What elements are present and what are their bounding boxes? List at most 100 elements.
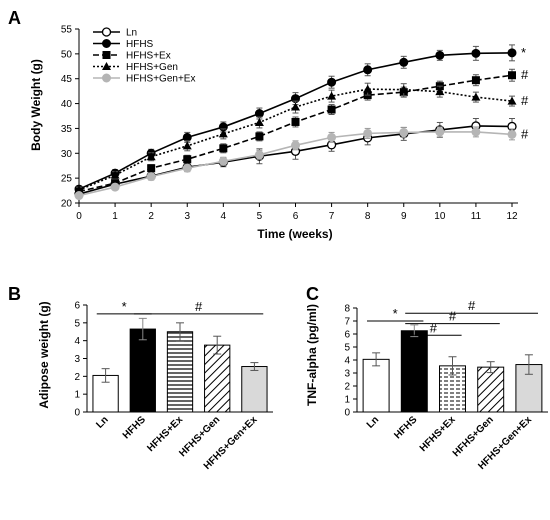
panel-a-y-tick-label: 20 — [61, 199, 73, 210]
panel-b-category-label: Ln — [94, 414, 110, 430]
panel-b-category-label: HFHS — [121, 414, 148, 441]
panel-a-data-point — [183, 155, 192, 164]
panel-c-category-label: HFHS — [392, 414, 419, 441]
panel-c-y-tick-label: 6 — [344, 330, 350, 341]
panel-a-x-tick-label: 3 — [184, 211, 190, 222]
panel-a-data-point — [255, 132, 264, 141]
panel-a-data-point — [218, 129, 228, 138]
panel-c-y-tick-label: 8 — [344, 304, 350, 315]
panel-a-annotation-3: # — [521, 126, 529, 141]
panel-a-x-tick-label: 12 — [506, 211, 518, 222]
panel-label-c: C — [306, 284, 319, 304]
panel-a-data-point — [146, 172, 156, 182]
legend-label: HFHS+Gen+Ex — [126, 74, 195, 85]
panel-c-category-label: HFHS+Ex — [418, 414, 458, 454]
panel-a-data-point — [110, 182, 120, 192]
panel-c-significance-label: # — [449, 309, 457, 324]
panel-a-x-tick-label: 5 — [257, 211, 263, 222]
panel-a-y-tick-label: 35 — [61, 124, 73, 135]
panel-a-data-point — [507, 48, 517, 58]
panel-a-data-point — [399, 127, 409, 137]
panel-a-data-point — [254, 109, 264, 119]
panel-a-data-point — [74, 191, 84, 201]
legend-marker — [102, 62, 111, 70]
panel-a-x-tick-label: 10 — [434, 211, 446, 222]
panel-a-data-point — [182, 132, 192, 142]
panel-c-y-tick-label: 0 — [344, 408, 350, 419]
panel-b-significance-label: # — [195, 299, 203, 314]
panel-c-y-tick-label: 7 — [344, 317, 350, 328]
panel-a-data-point — [110, 170, 120, 179]
panel-c-y-tick-label: 4 — [344, 356, 350, 367]
panel-label-a: A — [8, 8, 21, 28]
panel-a-series-4 — [74, 126, 517, 201]
panel-a-data-point — [327, 132, 337, 142]
panel-a: A Body Weight (g) Time (weeks) 202530354… — [8, 8, 529, 241]
panel-b-y-tick-label: 1 — [74, 390, 80, 401]
legend-marker — [102, 51, 111, 59]
panel-a-annotation-0: * — [521, 45, 526, 60]
panel-a-data-point — [219, 144, 228, 153]
legend-label: HFHS — [126, 39, 154, 50]
panel-a-data-point — [471, 48, 481, 58]
panel-c-ylabel: TNF-alpha (pg/ml) — [305, 304, 319, 406]
panel-a-data-point — [363, 84, 373, 93]
panel-a-data-point — [363, 128, 373, 138]
legend-marker — [102, 73, 111, 83]
panel-a-data-point — [327, 105, 336, 114]
panel-a-x-tick-label: 7 — [329, 211, 335, 222]
panel-c-bar — [362, 358, 390, 413]
panel-a-data-point — [327, 77, 337, 87]
panel-a-ylabel: Body Weight (g) — [29, 59, 43, 151]
panel-c-significance-label: * — [393, 306, 398, 321]
panel-a-data-point — [254, 150, 264, 160]
panel-a-x-tick-label: 8 — [365, 211, 371, 222]
panel-a-data-point — [182, 141, 192, 150]
panel-b-y-tick-label: 5 — [74, 318, 80, 329]
legend-marker — [101, 27, 112, 37]
panel-a-data-point — [291, 102, 300, 111]
panel-a-data-point — [291, 140, 300, 150]
panel-a-data-point — [471, 92, 481, 101]
panel-a-y-tick-label: 55 — [61, 25, 73, 36]
panel-c: C TNF-alpha (pg/ml) 0 1 2 3 4 5 6 7 8 Ln HFHSHFHS+… — [305, 284, 548, 472]
panel-c-bar — [400, 330, 428, 413]
legend-label: HFHS+Ex — [126, 51, 171, 62]
panel-b-y-tick-label: 2 — [74, 372, 80, 383]
panel-a-x-tick-label: 11 — [471, 211, 482, 222]
panel-c-y-tick-label: 2 — [344, 382, 350, 393]
panel-a-data-point — [435, 87, 445, 96]
panel-b-bar — [204, 344, 231, 413]
panel-a-y-tick-label: 25 — [61, 174, 73, 185]
panel-b-bar — [166, 331, 194, 413]
panel-a-xlabel: Time (weeks) — [257, 227, 332, 241]
panel-a-x-tick-label: 1 — [112, 211, 118, 222]
panel-a-data-point — [507, 129, 517, 139]
panel-a-data-point — [399, 57, 409, 67]
legend-marker — [102, 39, 111, 48]
panel-a-series-3 — [74, 82, 517, 194]
panel-label-b: B — [8, 284, 21, 304]
panel-a-y-tick-label: 50 — [61, 49, 73, 60]
panel-a-data-point — [291, 117, 300, 126]
panel-a-x-tick-label: 6 — [293, 211, 299, 222]
panel-a-data-point — [147, 164, 156, 173]
panel-a-data-point — [435, 50, 445, 60]
panel-a-x-tick-label: 9 — [401, 211, 407, 222]
panel-a-data-point — [254, 117, 264, 126]
panel-a-data-point — [74, 185, 84, 194]
panel-a-data-point — [182, 163, 192, 173]
panel-a-data-point — [435, 127, 445, 137]
legend-label: HFHS+Gen — [126, 62, 178, 73]
panel-a-annotation-1: # — [521, 67, 529, 82]
panel-b-y-tick-label: 0 — [74, 408, 80, 419]
panel-b-y-tick-label: 6 — [74, 301, 80, 312]
panel-a-x-tick-label: 2 — [148, 211, 154, 222]
panel-b-y-tick-label: 4 — [74, 336, 80, 347]
panel-a-data-point — [471, 76, 480, 85]
panel-a-data-point — [508, 71, 516, 80]
panel-c-bar — [477, 366, 505, 413]
